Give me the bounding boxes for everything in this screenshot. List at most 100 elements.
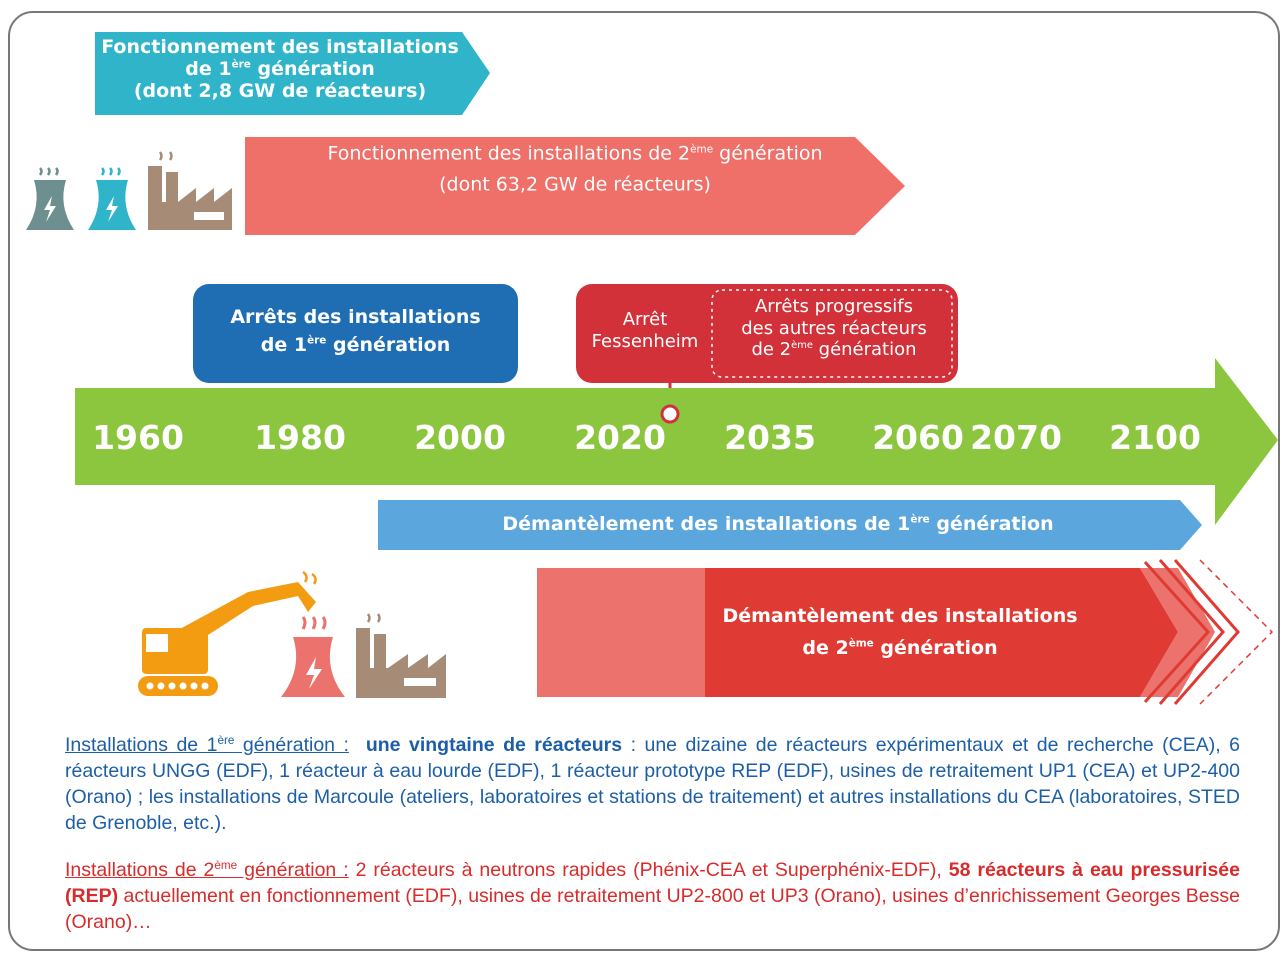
text-line: Fonctionnement des installations de 2ème… bbox=[245, 139, 905, 170]
text: : une dizaine de réacteurs expérimentaux… bbox=[65, 734, 1240, 834]
dashed-outline bbox=[711, 289, 953, 378]
note-label: Installations de 2ème génération : bbox=[65, 859, 349, 881]
text: Installations de 2 bbox=[65, 859, 215, 881]
excavator-icon-part bbox=[302, 570, 317, 585]
excavator-icon-part-part bbox=[190, 682, 198, 690]
text: génération bbox=[250, 58, 375, 81]
text: (dont 63,2 GW de réacteurs) bbox=[439, 174, 711, 196]
excavator-icon-part-part bbox=[201, 682, 209, 690]
year-label: 2020 bbox=[574, 418, 666, 457]
text: de 1 bbox=[185, 58, 232, 81]
frame bbox=[8, 11, 1280, 951]
text: génération bbox=[326, 333, 451, 356]
text: Démantèlement des installations de 1 bbox=[502, 513, 911, 535]
gen2-operation-label: Fonctionnement des installations de 2ème… bbox=[245, 139, 905, 202]
text: Fonctionnement des installations bbox=[101, 36, 459, 58]
chevron-dashed bbox=[1199, 559, 1274, 705]
factory-icon-part bbox=[194, 212, 224, 220]
gen2-shutdown-box bbox=[576, 284, 958, 383]
gen1-dismantling-label: Démantèlement des installations de 1ère … bbox=[378, 513, 1178, 536]
factory-icon-part bbox=[356, 654, 446, 698]
text: génération : bbox=[234, 734, 349, 756]
factory-icon-part bbox=[366, 613, 381, 623]
gen1-shutdown-label: Arrêts des installations de 1ère générat… bbox=[193, 304, 518, 359]
text: de 2 bbox=[751, 339, 792, 361]
text: génération bbox=[929, 513, 1054, 535]
superscript: ème bbox=[791, 340, 813, 352]
cooling-tower-icon-part bbox=[106, 196, 118, 222]
cooling-tower-icon-part bbox=[306, 657, 322, 689]
gen2-dismantling-label: Démantèlement des installations de 2ème … bbox=[705, 600, 1095, 665]
text: de 2 bbox=[802, 637, 849, 660]
year-label: 1960 bbox=[92, 418, 184, 457]
text: actuellement en fonctionnement (EDF), us… bbox=[65, 884, 1240, 933]
gen1-operation-label: Fonctionnement des installations de 1ère… bbox=[95, 36, 465, 103]
cooling-tower-icon-part bbox=[44, 196, 56, 222]
text-line: de 1ère génération bbox=[193, 332, 518, 360]
text: Fonctionnement des installations de 2 bbox=[327, 142, 691, 165]
year-label: 1980 bbox=[254, 418, 346, 457]
cooling-tower-icon-part bbox=[100, 167, 121, 176]
text: génération bbox=[873, 637, 998, 660]
text: génération bbox=[713, 142, 823, 165]
excavator-icon-part bbox=[138, 676, 218, 696]
superscript: ème bbox=[848, 637, 874, 650]
excavator-icon-part-part bbox=[179, 682, 187, 690]
gen2-dismantling-core bbox=[705, 568, 1178, 697]
text-line: de 2ème génération bbox=[712, 339, 956, 361]
text: Arrêt bbox=[622, 309, 668, 330]
year-label: 2000 bbox=[414, 418, 506, 457]
timeline-arrow bbox=[75, 358, 1278, 525]
text: Fessenheim bbox=[591, 330, 699, 352]
factory-icon-part bbox=[158, 151, 173, 161]
excavator-icon-part bbox=[146, 634, 168, 652]
fessenheim-label: Arrêt Fessenheim bbox=[578, 309, 712, 352]
excavator-icon-part-part bbox=[168, 682, 176, 690]
year-label: 2100 bbox=[1109, 418, 1201, 457]
text: génération bbox=[812, 339, 917, 361]
gen2-shutdown-label: Arrêts progressifs des autres réacteurs … bbox=[712, 296, 956, 361]
cooling-tower-icon-part bbox=[301, 616, 327, 630]
note-gen2: Installations de 2ème génération : 2 réa… bbox=[65, 858, 1240, 936]
note-label: Installations de 1ère génération : bbox=[65, 734, 349, 756]
text: de 1 bbox=[260, 333, 308, 356]
gen1-dismantling-arrow bbox=[378, 500, 1202, 550]
cooling-tower-icon bbox=[281, 616, 345, 697]
chevron-lines bbox=[1143, 559, 1240, 705]
text: Arrêts des installations bbox=[230, 306, 481, 328]
superscript: ème bbox=[690, 143, 714, 156]
excavator-icon-part bbox=[178, 582, 316, 644]
text: génération : bbox=[237, 859, 349, 881]
year-label: 2070 bbox=[970, 418, 1062, 457]
text: Arrêts progressifs bbox=[754, 296, 914, 317]
excavator-icon bbox=[138, 570, 317, 696]
superscript: ère bbox=[231, 58, 251, 71]
highlight: 58 réacteurs à eau pressurisée (REP) bbox=[65, 859, 1240, 907]
text-line: de 2ème génération bbox=[705, 632, 1095, 664]
factory-icon bbox=[356, 613, 446, 698]
highlight: une vingtaine de réacteurs bbox=[365, 734, 623, 756]
superscript: ème bbox=[214, 858, 238, 872]
year-label: 2035 bbox=[724, 418, 816, 457]
gen1-shutdown-box bbox=[193, 284, 518, 383]
excavator-icon-part-part bbox=[157, 682, 165, 690]
superscript: ère bbox=[217, 733, 235, 747]
fessenheim-marker bbox=[660, 404, 680, 424]
superscript: ère bbox=[910, 513, 930, 526]
excavator-icon-part bbox=[146, 682, 209, 690]
text: 2 réacteurs à neutrons rapides (Phénix-C… bbox=[348, 859, 942, 881]
text: Installations de 1 bbox=[65, 734, 218, 756]
cooling-tower-icon bbox=[88, 167, 136, 230]
factory-icon bbox=[148, 151, 232, 230]
cooling-tower-icon-part bbox=[38, 167, 59, 176]
superscript: ère bbox=[307, 334, 327, 347]
text: Démantèlement des installations bbox=[722, 605, 1078, 627]
cooling-tower-icon bbox=[26, 167, 74, 230]
text-line: de 1ère génération bbox=[95, 58, 465, 80]
text: des autres réacteurs bbox=[741, 317, 927, 339]
year-label: 2060 bbox=[872, 418, 964, 457]
excavator-icon-part-part bbox=[146, 682, 154, 690]
note-gen1: Installations de 1ère génération : une v… bbox=[65, 733, 1240, 837]
